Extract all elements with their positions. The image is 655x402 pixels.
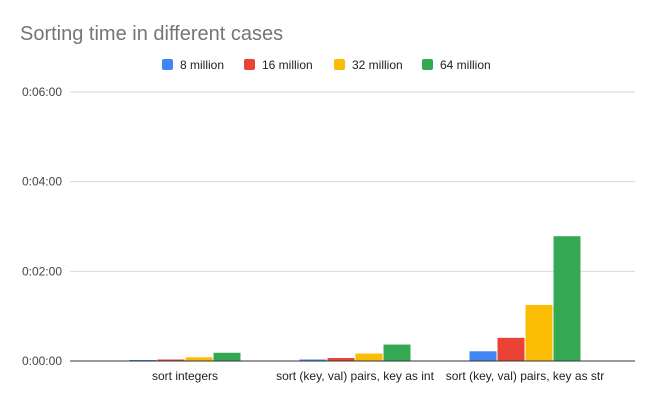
y-tick-label: 0:00:00 [22, 354, 62, 368]
bar-8-million-1 [299, 359, 327, 361]
bar-64-million-1 [383, 344, 411, 361]
bar-16-million-0 [157, 359, 185, 361]
bar-64-million-2 [553, 236, 581, 361]
x-category-label: sort (key, val) pairs, key as str [446, 369, 604, 383]
legend: 8 million 16 million 32 million 64 million [162, 58, 491, 72]
bar-32-million-1 [355, 353, 383, 361]
bar-16-million-2 [497, 337, 525, 361]
bar-32-million-0 [185, 357, 213, 361]
legend-swatch [334, 59, 345, 70]
legend-label: 8 million [180, 58, 224, 72]
bar-16-million-1 [327, 358, 355, 361]
legend-label: 16 million [262, 58, 313, 72]
bar-64-million-0 [213, 352, 241, 361]
legend-swatch [244, 59, 255, 70]
x-category-label: sort integers [152, 369, 218, 383]
bar-32-million-2 [525, 304, 553, 361]
bars [129, 236, 581, 361]
x-category-label: sort (key, val) pairs, key as int [276, 369, 434, 383]
y-tick-label: 0:02:00 [22, 264, 62, 278]
gridlines [70, 91, 635, 272]
chart-title: Sorting time in different cases [20, 23, 283, 45]
legend-swatch [162, 59, 173, 70]
y-axis-ticks: 0:00:00 0:02:00 0:04:00 0:06:00 [22, 85, 62, 368]
y-tick-label: 0:04:00 [22, 175, 62, 189]
legend-label: 32 million [352, 58, 403, 72]
legend-swatch [422, 59, 433, 70]
x-axis-categories: sort integers sort (key, val) pairs, key … [152, 369, 604, 383]
y-tick-label: 0:06:00 [22, 85, 62, 99]
legend-label: 64 million [440, 58, 491, 72]
bar-8-million-2 [469, 351, 497, 361]
